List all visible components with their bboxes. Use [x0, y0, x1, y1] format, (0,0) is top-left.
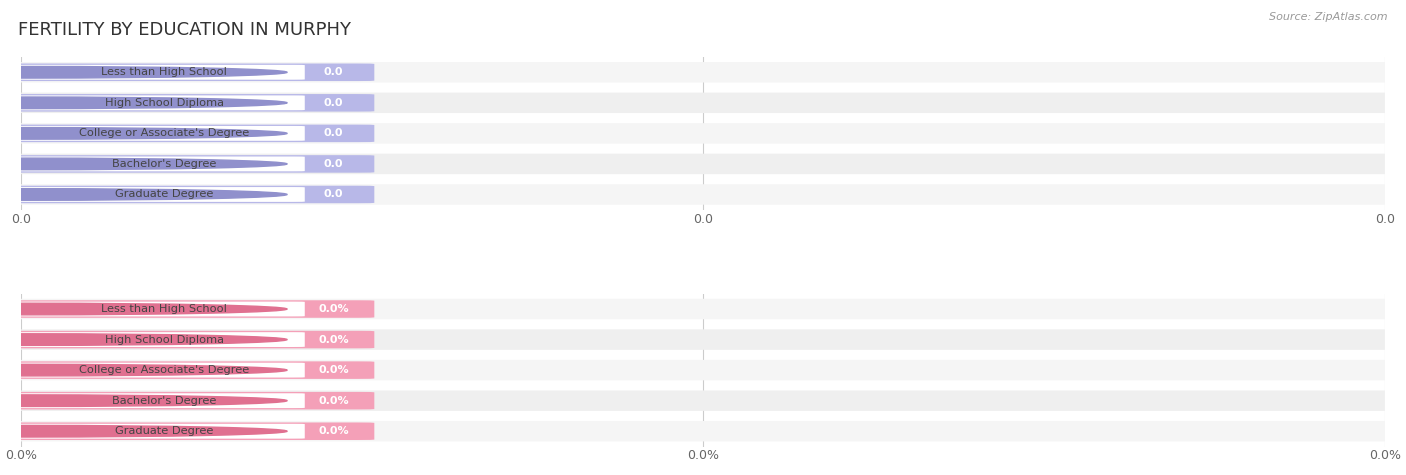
- FancyBboxPatch shape: [7, 331, 374, 348]
- Text: Bachelor's Degree: Bachelor's Degree: [112, 159, 217, 169]
- FancyBboxPatch shape: [21, 184, 1385, 205]
- Circle shape: [0, 364, 287, 376]
- Text: 0.0%: 0.0%: [318, 304, 349, 314]
- Circle shape: [0, 128, 287, 139]
- FancyBboxPatch shape: [21, 360, 1385, 380]
- Text: High School Diploma: High School Diploma: [105, 98, 224, 108]
- Circle shape: [0, 97, 287, 109]
- Circle shape: [0, 158, 287, 170]
- Text: 0.0%: 0.0%: [318, 426, 349, 436]
- FancyBboxPatch shape: [21, 123, 1385, 143]
- Text: High School Diploma: High School Diploma: [105, 334, 224, 344]
- Circle shape: [0, 66, 287, 78]
- FancyBboxPatch shape: [21, 154, 1385, 174]
- FancyBboxPatch shape: [7, 94, 374, 112]
- Text: Less than High School: Less than High School: [101, 304, 228, 314]
- Text: Bachelor's Degree: Bachelor's Degree: [112, 396, 217, 406]
- FancyBboxPatch shape: [17, 156, 305, 171]
- FancyBboxPatch shape: [7, 64, 374, 81]
- FancyBboxPatch shape: [17, 65, 305, 80]
- FancyBboxPatch shape: [7, 186, 374, 203]
- Text: Graduate Degree: Graduate Degree: [115, 190, 214, 200]
- FancyBboxPatch shape: [17, 302, 305, 316]
- Circle shape: [0, 189, 287, 200]
- Text: 0.0%: 0.0%: [318, 334, 349, 344]
- Text: 0.0: 0.0: [323, 67, 343, 77]
- FancyBboxPatch shape: [17, 332, 305, 347]
- Text: FERTILITY BY EDUCATION IN MURPHY: FERTILITY BY EDUCATION IN MURPHY: [18, 21, 352, 39]
- Text: 0.0: 0.0: [323, 159, 343, 169]
- FancyBboxPatch shape: [21, 62, 1385, 83]
- FancyBboxPatch shape: [7, 392, 374, 409]
- FancyBboxPatch shape: [21, 299, 1385, 319]
- Circle shape: [0, 426, 287, 437]
- FancyBboxPatch shape: [7, 422, 374, 440]
- FancyBboxPatch shape: [21, 390, 1385, 411]
- Circle shape: [0, 303, 287, 315]
- Text: Graduate Degree: Graduate Degree: [115, 426, 214, 436]
- Circle shape: [0, 334, 287, 345]
- Text: 0.0: 0.0: [323, 190, 343, 200]
- Text: College or Associate's Degree: College or Associate's Degree: [79, 365, 249, 375]
- Text: 0.0: 0.0: [323, 98, 343, 108]
- FancyBboxPatch shape: [21, 421, 1385, 441]
- FancyBboxPatch shape: [17, 363, 305, 378]
- Text: College or Associate's Degree: College or Associate's Degree: [79, 128, 249, 138]
- FancyBboxPatch shape: [7, 300, 374, 318]
- FancyBboxPatch shape: [21, 329, 1385, 350]
- FancyBboxPatch shape: [17, 187, 305, 202]
- Text: 0.0%: 0.0%: [318, 396, 349, 406]
- Text: 0.0: 0.0: [323, 128, 343, 138]
- FancyBboxPatch shape: [7, 361, 374, 379]
- FancyBboxPatch shape: [17, 393, 305, 408]
- Circle shape: [0, 395, 287, 407]
- Text: Less than High School: Less than High School: [101, 67, 228, 77]
- Text: 0.0%: 0.0%: [318, 365, 349, 375]
- FancyBboxPatch shape: [21, 93, 1385, 113]
- FancyBboxPatch shape: [17, 126, 305, 141]
- FancyBboxPatch shape: [7, 124, 374, 142]
- FancyBboxPatch shape: [7, 155, 374, 173]
- FancyBboxPatch shape: [17, 424, 305, 438]
- Text: Source: ZipAtlas.com: Source: ZipAtlas.com: [1270, 12, 1388, 22]
- FancyBboxPatch shape: [17, 95, 305, 110]
